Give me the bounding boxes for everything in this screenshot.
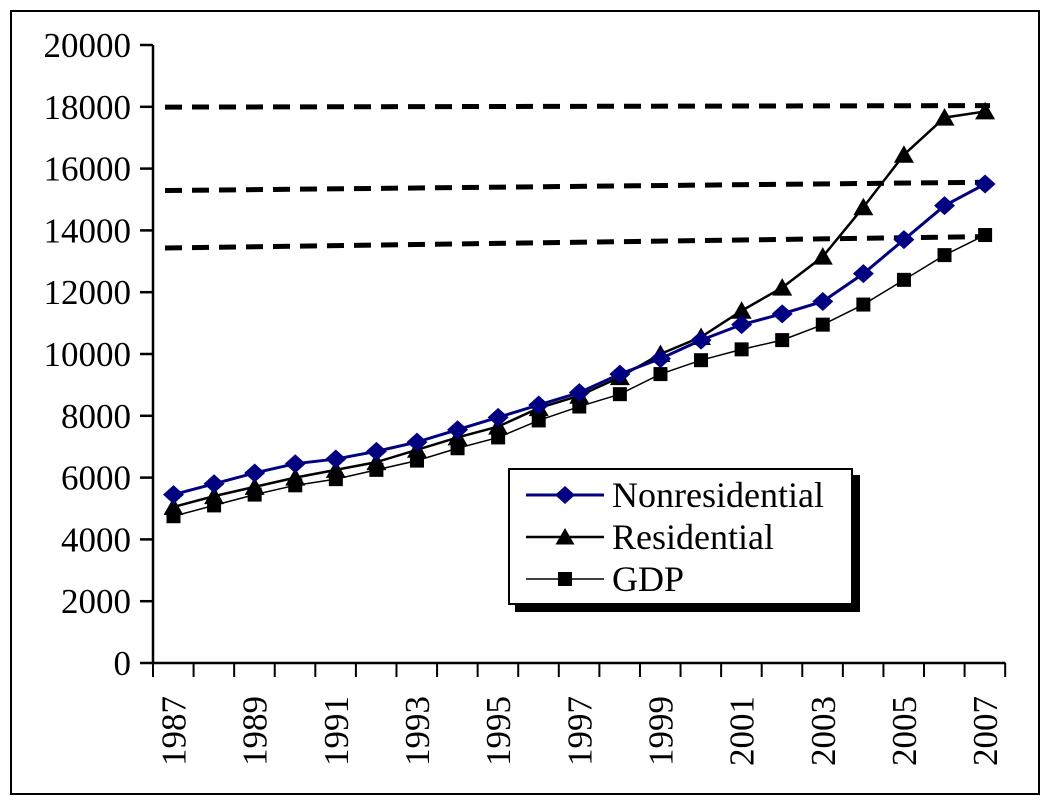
square-marker [775, 333, 790, 348]
square-marker [734, 342, 749, 357]
reference-line-2 [164, 179, 991, 194]
triangle-marker [163, 497, 184, 515]
triangle-marker [555, 527, 575, 544]
x-tick-label: 1991 [317, 696, 356, 766]
diamond-marker [487, 407, 509, 427]
triangle-marker [893, 145, 914, 163]
square-marker [896, 272, 911, 287]
diamond-marker [609, 364, 631, 384]
square-marker [653, 367, 668, 382]
triangle-marker [325, 460, 346, 478]
y-tick-label: 18000 [44, 88, 132, 127]
x-tick-label: 1993 [398, 696, 437, 766]
diamond-marker [325, 449, 347, 469]
triangle-marker [731, 301, 752, 319]
figure-border [10, 10, 1040, 795]
square-marker [612, 387, 627, 402]
triangle-marker [366, 452, 387, 471]
diamond-marker [568, 383, 590, 403]
legend-label-residential: Residential [612, 516, 774, 557]
triangle-marker [934, 108, 955, 126]
square-marker [531, 413, 546, 428]
triangle-marker [285, 468, 306, 486]
y-tick-label: 4000 [61, 520, 131, 559]
diamond-marker [447, 420, 469, 440]
legend: Nonresidential Residential GDP [508, 468, 853, 605]
x-tick-label: 1987 [155, 696, 194, 766]
series-line [173, 182, 986, 497]
square-marker [978, 228, 993, 243]
diamond-marker [812, 291, 834, 311]
square-marker [694, 353, 709, 368]
triangle-marker [244, 477, 265, 495]
diamond-marker [555, 485, 575, 504]
diamond-marker [649, 349, 671, 369]
triangle-marker-icon [526, 527, 604, 544]
diamond-marker [974, 174, 996, 194]
y-tick-label: 14000 [44, 211, 132, 250]
square-marker [815, 317, 830, 332]
x-tick-label: 1999 [641, 696, 680, 766]
diamond-marker [690, 330, 712, 350]
square-marker [558, 571, 572, 586]
diamond-marker [934, 196, 956, 216]
triangle-marker [204, 486, 225, 505]
diamond-marker [528, 395, 550, 415]
legend-item-residential: Residential [524, 516, 851, 558]
x-tick-label: 2001 [723, 696, 762, 766]
diamond-marker [284, 454, 306, 474]
legend-item-gdp: GDP [524, 558, 851, 600]
y-tick-label: 6000 [61, 459, 131, 498]
diamond-marker [244, 463, 266, 483]
diamond-marker [731, 315, 753, 335]
x-tick-label: 2005 [885, 696, 924, 766]
y-tick-label: 10000 [44, 335, 132, 374]
x-tick-label: 1995 [479, 696, 518, 766]
triangle-marker [975, 101, 996, 120]
y-tick-label: 8000 [61, 397, 131, 436]
diamond-marker [163, 485, 184, 505]
series-nonresidential [163, 174, 996, 505]
legend-label-nonresidential: Nonresidential [612, 474, 824, 515]
diamond-marker [893, 230, 915, 250]
diamond-marker [203, 474, 225, 494]
triangle-marker [853, 197, 874, 216]
y-tick-label: 2000 [61, 582, 131, 621]
triangle-marker [812, 247, 833, 265]
diamond-marker-icon [526, 485, 604, 504]
y-tick-label: 16000 [44, 150, 132, 189]
reference-line-1 [164, 103, 991, 110]
diamond-marker [365, 441, 387, 461]
y-tick-label: 12000 [44, 273, 132, 312]
x-tick-label: 1989 [236, 696, 275, 766]
diamond-marker [771, 304, 793, 324]
square-marker [856, 297, 871, 312]
legend-label-gdp: GDP [612, 558, 685, 599]
square-marker [937, 248, 952, 263]
reference-line-3 [164, 234, 991, 251]
diamond-marker [852, 264, 874, 284]
legend-item-nonresidential: Nonresidential [524, 474, 851, 516]
diamond-marker [406, 432, 428, 452]
x-tick-label: 2007 [966, 696, 1005, 766]
y-tick-label: 20000 [44, 26, 132, 65]
x-tick-label: 1997 [560, 696, 599, 766]
triangle-marker [772, 278, 793, 296]
y-tick-label: 0 [114, 644, 132, 683]
square-marker-icon [526, 571, 604, 586]
x-tick-label: 2003 [804, 696, 843, 766]
